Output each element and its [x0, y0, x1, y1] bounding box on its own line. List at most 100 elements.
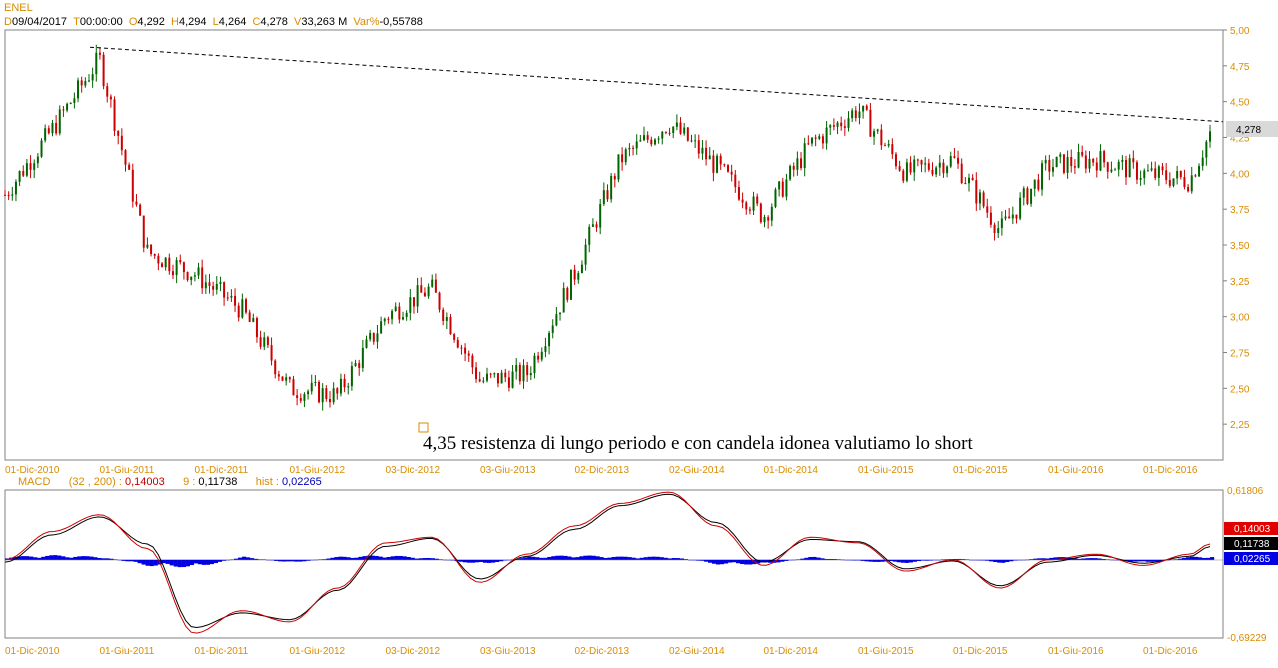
hist-bar	[744, 559, 749, 565]
hist-bar	[414, 558, 419, 560]
hist-bar	[69, 557, 74, 560]
price-candle	[171, 271, 174, 276]
price-candle	[529, 373, 532, 376]
hist-bar	[748, 559, 753, 565]
price-candle	[402, 317, 405, 320]
price-candle	[1103, 151, 1106, 163]
price-candle	[128, 164, 131, 170]
price-candle	[1092, 158, 1095, 163]
price-candle	[573, 269, 576, 280]
price-candle	[153, 254, 156, 256]
hist-bar	[1025, 559, 1030, 561]
hist-bar	[820, 558, 825, 560]
price-candle	[621, 154, 624, 163]
hist-bar	[302, 559, 307, 562]
price-candle	[259, 337, 262, 347]
hist-bar	[161, 559, 166, 564]
price-tick-label: 4,50	[1230, 98, 1250, 109]
price-candle	[650, 139, 653, 145]
hist-bar	[828, 558, 833, 560]
price-candle	[339, 378, 342, 394]
price-candle	[376, 333, 379, 342]
price-candle	[716, 155, 719, 173]
hist-bar	[1037, 558, 1042, 560]
price-candle	[263, 337, 266, 347]
price-candle	[1201, 157, 1204, 167]
hist-bar	[671, 558, 676, 560]
hist-bar	[350, 557, 355, 560]
price-candle	[526, 365, 529, 376]
hist-bar	[784, 559, 789, 561]
hist-bar	[848, 559, 853, 561]
hist-bar	[1173, 559, 1179, 560]
ohlc-key: L	[212, 16, 219, 28]
price-candle	[204, 282, 207, 289]
price-candle	[504, 372, 507, 378]
hist-bar	[241, 556, 247, 560]
hist-bar	[969, 559, 974, 561]
hist-bar	[804, 557, 809, 560]
price-candle	[354, 363, 357, 367]
price-candle	[646, 135, 649, 140]
hist-bar	[675, 558, 680, 560]
price-candle	[361, 347, 364, 368]
hist-bar	[856, 559, 861, 561]
hist-badge-text: 0,02265	[1234, 554, 1271, 565]
price-candle	[478, 379, 481, 382]
price-candle	[1165, 170, 1168, 180]
hist-bar	[1181, 557, 1187, 560]
price-candle	[1030, 188, 1033, 204]
hist-bar	[334, 557, 339, 560]
price-candle	[730, 171, 733, 175]
date-tick-label: 01-Dic-2011	[194, 465, 248, 476]
price-candle	[434, 279, 437, 293]
hist-bar	[1029, 559, 1034, 560]
hist-bar	[101, 558, 106, 560]
hist-bar	[908, 559, 913, 563]
macd-axis-min: -0,69229	[1227, 633, 1267, 644]
price-candle	[902, 170, 905, 181]
price-candle	[884, 145, 887, 147]
hist-bar	[1189, 556, 1195, 560]
price-candle	[409, 297, 412, 313]
date-tick-label: 01-Dic-2010	[5, 646, 60, 657]
price-candle	[507, 377, 510, 388]
hist-bar	[1105, 559, 1110, 560]
hist-label: hist :	[255, 476, 279, 488]
price-candle	[365, 339, 368, 348]
hist-bar	[1005, 559, 1010, 563]
hist-bar	[93, 557, 98, 560]
ohlc-value: 4,278	[260, 16, 288, 28]
hist-bar	[920, 559, 925, 561]
hist-bar	[631, 557, 636, 560]
price-candle	[391, 310, 394, 320]
hist-bar	[121, 559, 126, 561]
price-candle	[1114, 169, 1117, 171]
hist-bar	[410, 557, 415, 560]
hist-bar	[229, 559, 235, 561]
hist-bar	[1185, 557, 1191, 560]
hist-bar	[944, 559, 950, 560]
price-candle	[62, 109, 65, 111]
price-candle	[942, 162, 945, 174]
annotation-marker[interactable]	[418, 422, 429, 433]
price-candle	[1168, 179, 1171, 186]
symbol-label: ENEL	[4, 2, 33, 14]
price-candle	[551, 325, 554, 333]
price-candle	[445, 317, 448, 321]
price-candle	[814, 137, 817, 139]
hist-bar	[607, 557, 612, 560]
price-candle	[423, 292, 426, 297]
last-price-label: 4,278	[1236, 125, 1261, 136]
price-candle	[336, 388, 339, 394]
hist-bar	[1137, 559, 1142, 562]
hist-bar	[209, 559, 215, 565]
hist-bar	[960, 559, 966, 560]
hist-bar	[1149, 559, 1154, 562]
price-candle	[1037, 179, 1040, 190]
hist-bar	[386, 557, 391, 560]
resistance-line[interactable]	[89, 46, 1224, 123]
price-candle	[36, 156, 39, 164]
price-candle	[314, 381, 317, 383]
